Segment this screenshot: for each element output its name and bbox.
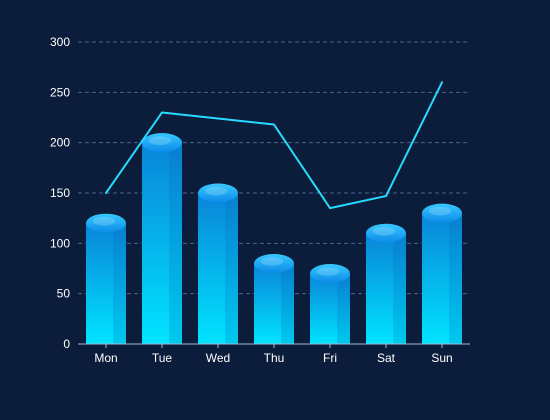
bar-wed [198,183,238,344]
bar-cap [86,213,126,233]
bar-body [142,142,182,344]
x-tick-label: Tue [152,351,173,365]
bar-cap-highlight [260,257,284,266]
y-tick-label: 200 [50,136,70,150]
x-tick-label: Sat [377,351,396,365]
bar-thu [254,253,294,344]
bar-cap-highlight [372,226,396,236]
bar-cap-highlight [316,267,340,276]
bar-body [310,273,350,344]
x-tick-label: Fri [323,351,337,365]
bar-shade [393,233,406,344]
bar-cap [254,253,294,273]
bar-body [86,223,126,344]
x-tick-label: Mon [94,351,117,365]
bars [86,133,462,344]
bar-sun [422,203,462,344]
x-axis: Mon Tue Wed Thu Fri Sat Sun [78,343,470,365]
x-tick-label: Thu [264,351,285,365]
y-tick-label: 0 [63,337,70,351]
bar-cap [366,223,406,243]
bar-shade [337,273,350,344]
bar-cap [310,264,350,284]
bar-cap [142,133,182,153]
bar-shade [449,213,462,344]
line-series [105,81,443,210]
y-tick-label: 150 [50,186,70,200]
bar-shade [169,142,182,344]
y-tick-label: 100 [50,236,70,250]
bar-shade [281,263,294,344]
bar-body [254,263,294,344]
bar-cap-highlight [428,206,452,216]
bar-cap-highlight [204,186,228,196]
bar-fri [310,264,350,344]
y-axis: 0 50 100 150 200 250 300 [50,35,70,351]
bar-body [198,193,238,344]
bar-shade [225,193,238,344]
y-tick-label: 50 [57,287,71,301]
bar-body [366,233,406,344]
bar-cap [198,183,238,203]
bar-body [422,213,462,344]
bar-tue [142,133,182,344]
bar-cap [422,203,462,223]
bar-cap-highlight [92,216,116,226]
bar-sat [366,223,406,344]
x-tick-label: Sun [431,351,452,365]
x-tick-label: Wed [206,351,230,365]
y-tick-label: 300 [50,35,70,49]
bar-mon [86,213,126,344]
bar-cap-highlight [148,136,172,145]
bar-shade [113,223,126,344]
y-tick-label: 250 [50,85,70,99]
